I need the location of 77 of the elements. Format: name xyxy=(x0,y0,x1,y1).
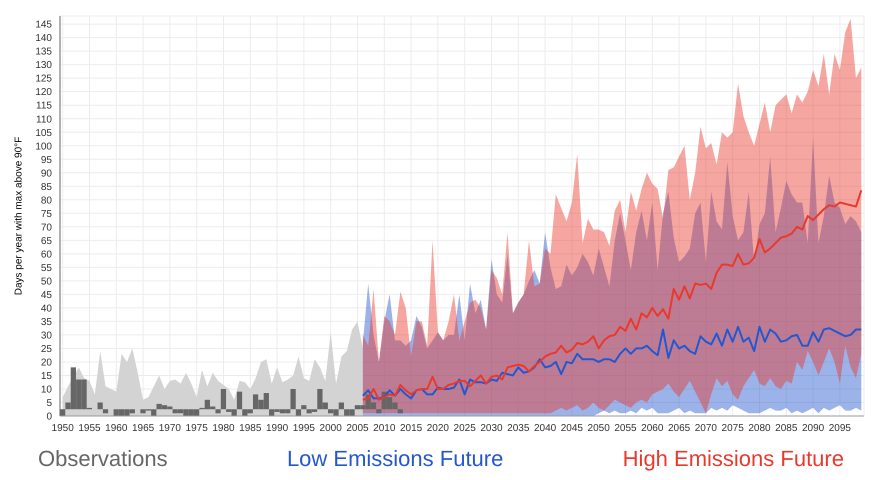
x-tick-label: 1950 xyxy=(52,423,74,434)
bar xyxy=(338,402,344,410)
y-tick-label: 35 xyxy=(40,316,52,328)
x-tick-label: 2010 xyxy=(373,423,396,434)
y-tick-label: 50 xyxy=(40,276,52,288)
x-tick-label: 2025 xyxy=(454,423,476,434)
y-tick-label: 0 xyxy=(46,412,52,423)
y-tick-label: 70 xyxy=(40,222,52,234)
bar xyxy=(290,388,296,410)
bar xyxy=(376,409,382,414)
y-tick-label: 140 xyxy=(35,33,52,44)
y-tick-label: 145 xyxy=(35,20,52,31)
y-tick-label: 30 xyxy=(40,330,52,342)
y-tick-label: 90 xyxy=(40,168,52,180)
x-tick-label: 1970 xyxy=(158,423,182,434)
y-tick-label: 65 xyxy=(40,236,52,247)
x-tick-label: 2035 xyxy=(507,423,530,434)
x-tick-label: 2075 xyxy=(722,423,744,434)
bar xyxy=(236,392,242,410)
x-tick-label: 2085 xyxy=(775,423,798,434)
series-label: Observations xyxy=(38,446,168,472)
y-tick-label: 85 xyxy=(40,182,52,193)
x-tick-label: 1955 xyxy=(78,423,102,434)
y-tick-label: 10 xyxy=(40,384,52,396)
y-tick-label: 5 xyxy=(46,398,52,410)
x-tick-label: 2095 xyxy=(828,423,852,434)
x-tick-label: 1960 xyxy=(105,423,128,434)
x-tick-label: 2050 xyxy=(588,423,610,434)
bar xyxy=(296,409,302,416)
x-tick-label: 2090 xyxy=(802,423,825,434)
y-tick-label: 115 xyxy=(36,100,52,112)
x-tick-label: 2030 xyxy=(480,423,504,434)
bar xyxy=(98,402,103,410)
bar xyxy=(220,388,226,410)
x-tick-label: 2060 xyxy=(641,423,664,434)
y-tick-label: 110 xyxy=(36,114,52,126)
bar xyxy=(102,409,108,414)
y-tick-label: 95 xyxy=(40,154,52,166)
bar xyxy=(398,409,403,414)
x-tick-label: 2070 xyxy=(694,423,718,434)
line-series xyxy=(362,326,862,400)
y-axis-title: Days per year with max above 90°F xyxy=(14,136,25,296)
text: Low Emissions Future xyxy=(286,446,504,472)
y-tick-label: 125 xyxy=(35,74,52,85)
x-tick-label: 2055 xyxy=(614,423,638,434)
y-tick-label: 20 xyxy=(40,357,52,368)
x-tick-label: 1975 xyxy=(186,423,208,434)
x-tick-label: 1965 xyxy=(132,423,155,434)
x-tick-label: 2000 xyxy=(320,423,342,434)
x-tick-label: 1990 xyxy=(266,423,289,434)
x-tick-label: 1985 xyxy=(239,423,262,434)
line-series xyxy=(362,189,862,401)
y-tick-label: 15 xyxy=(40,371,52,382)
x-tick-label: 2080 xyxy=(748,423,772,434)
x-tick-label: 2045 xyxy=(560,423,584,434)
text: High Emissions Future xyxy=(622,446,844,472)
y-tick-label: 55 xyxy=(40,262,52,274)
bar xyxy=(301,405,306,410)
y-tick-label: 120 xyxy=(35,87,52,98)
y-tick-label: 45 xyxy=(40,290,52,301)
x-tick-label: 2065 xyxy=(668,423,691,434)
x-tick-label: 1995 xyxy=(292,423,316,434)
x-tick-label: 2020 xyxy=(426,423,450,434)
y-tick-label: 135 xyxy=(35,46,52,58)
y-tick-label: 40 xyxy=(40,303,52,314)
x-tick-label: 1980 xyxy=(212,423,236,434)
y-tick-label: 105 xyxy=(35,128,52,139)
y-tick-label: 130 xyxy=(35,60,52,72)
y-tick-label: 60 xyxy=(40,249,52,260)
y-tick-label: 25 xyxy=(40,344,52,355)
x-tick-label: 2015 xyxy=(400,423,423,434)
y-tick-label: 100 xyxy=(35,141,52,152)
x-tick-label: 2005 xyxy=(346,423,370,434)
y-tick-label: 80 xyxy=(40,195,52,206)
x-tick-label: 2040 xyxy=(534,423,557,434)
y-tick-label: 75 xyxy=(40,208,52,220)
bar xyxy=(215,409,221,414)
